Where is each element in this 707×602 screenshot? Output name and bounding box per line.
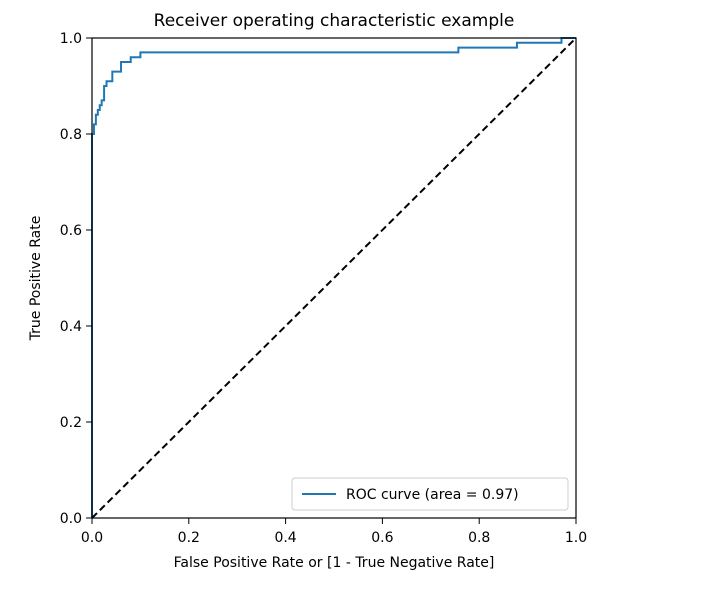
plot-frame	[91, 37, 577, 519]
x-tick-label: 1.0	[565, 530, 587, 546]
y-tick-label: 1.0	[60, 31, 82, 47]
y-tick-label: 0.6	[60, 223, 82, 239]
x-tick-label: 0.4	[274, 530, 296, 546]
x-tick-label: 0.8	[468, 530, 490, 546]
x-tick-label: 0.6	[371, 530, 393, 546]
legend-label: ROC curve (area = 0.97)	[346, 487, 519, 503]
x-axis-label: False Positive Rate or [1 - True Negativ…	[174, 555, 495, 571]
y-tick-label: 0.4	[60, 319, 82, 335]
chart-title: Receiver operating characteristic exampl…	[154, 11, 515, 31]
y-tick-label: 0.2	[60, 415, 82, 431]
y-axis-label: True Positive Rate	[28, 216, 44, 342]
chance-diagonal-line	[91, 37, 577, 519]
legend-box	[291, 477, 569, 511]
roc-curve-line	[91, 37, 576, 518]
y-tick-label: 0.0	[60, 511, 82, 527]
x-tick-label: 0.0	[81, 530, 103, 546]
y-tick-label: 0.8	[60, 127, 82, 143]
x-tick-label: 0.2	[178, 530, 200, 546]
